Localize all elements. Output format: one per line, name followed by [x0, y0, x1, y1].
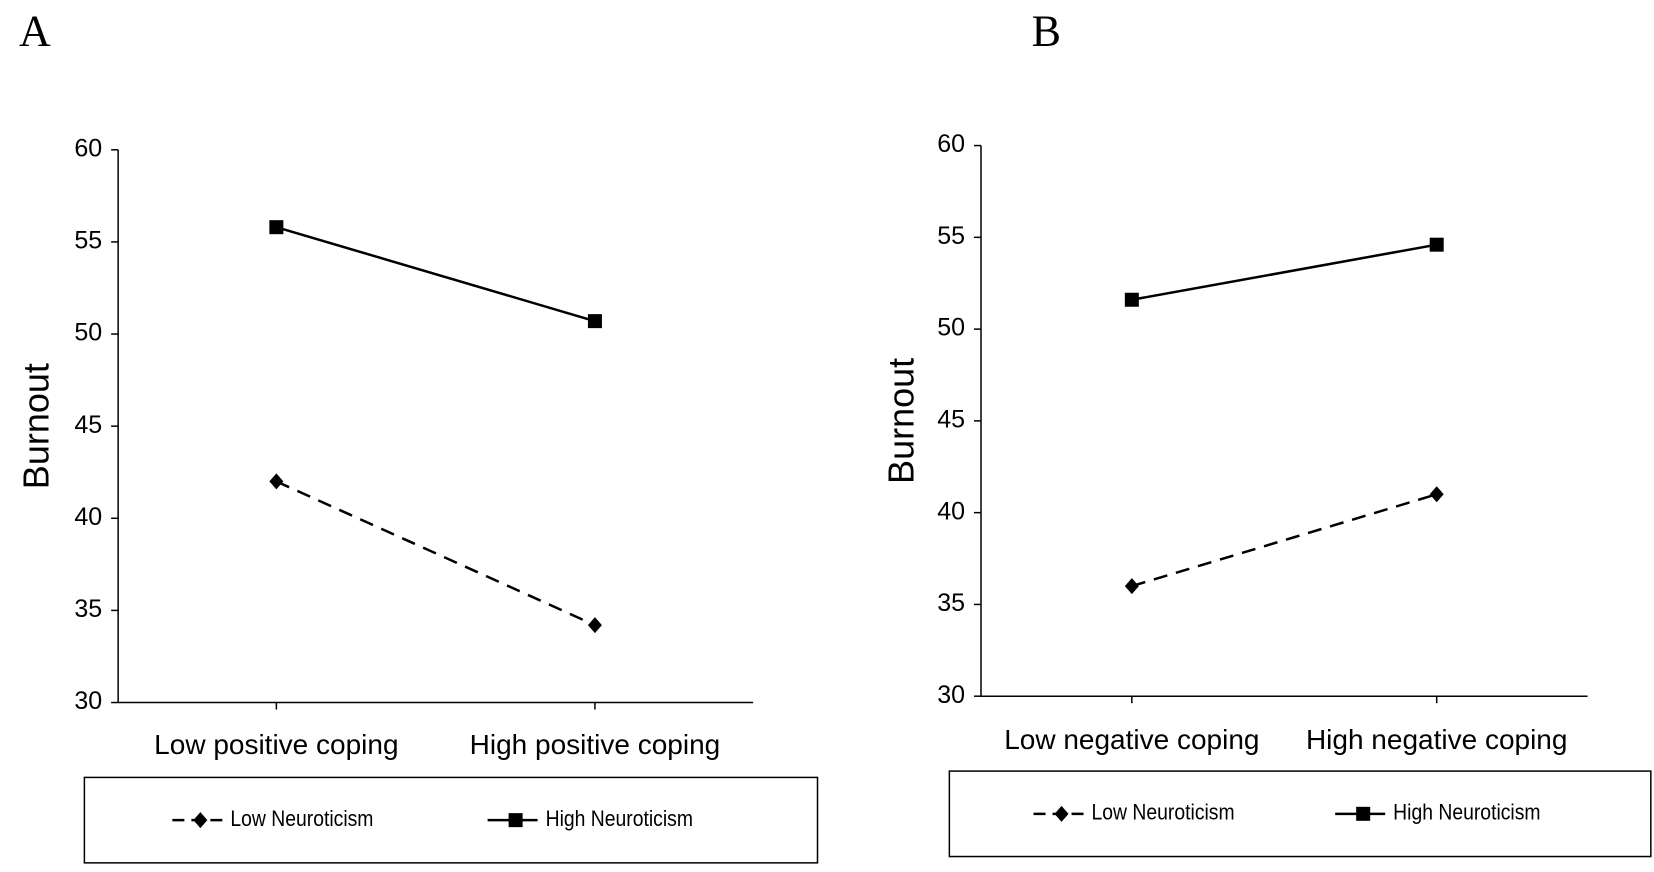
marker-square [1429, 237, 1444, 252]
marker-diamond [1429, 486, 1444, 503]
legend-marker [1054, 805, 1069, 822]
y-tick-label: 45 [937, 405, 965, 433]
legend-label: Low Neuroticism [1092, 801, 1235, 825]
y-axis-label: Burnout [16, 363, 57, 489]
legend-box [83, 776, 819, 864]
y-axis-label: Burnout [881, 358, 922, 484]
x-tick-label: High positive coping [470, 729, 721, 760]
panel-label: B [1032, 7, 1061, 56]
x-tick-label: High negative coping [1306, 724, 1568, 755]
y-tick-label: 30 [74, 687, 102, 715]
legend-marker [193, 812, 208, 829]
y-tick-label: 60 [937, 130, 965, 158]
legend-label: High Neuroticism [1393, 801, 1540, 825]
y-tick-label: 40 [937, 497, 965, 525]
marker-square [269, 220, 284, 235]
legend-marker [1356, 806, 1371, 821]
series-line [276, 225, 596, 323]
marker-diamond [1124, 578, 1139, 595]
y-tick-label: 55 [74, 227, 102, 255]
series-line [1131, 243, 1437, 301]
marker-diamond [269, 473, 284, 490]
marker-diamond [587, 617, 602, 634]
x-tick-label: Low negative coping [1004, 724, 1259, 755]
y-tick-label: 50 [74, 319, 102, 347]
series-line [1131, 493, 1438, 588]
y-tick-label: 40 [74, 503, 102, 531]
x-tick-label: Low positive coping [154, 729, 398, 760]
panel-label: A [19, 7, 51, 56]
legend-label: Low Neuroticism [230, 807, 373, 831]
series-line [275, 480, 596, 627]
y-tick-label: 35 [74, 595, 102, 623]
legend-box [948, 770, 1652, 858]
y-tick-label: 35 [937, 589, 965, 617]
y-tick-label: 50 [937, 314, 965, 342]
y-tick-label: 45 [74, 411, 102, 439]
y-tick-label: 55 [937, 222, 965, 250]
marker-square [1124, 292, 1139, 307]
y-tick-label: 30 [937, 681, 965, 709]
legend-label: High Neuroticism [546, 807, 693, 831]
marker-square [587, 314, 602, 329]
y-tick-label: 60 [74, 134, 102, 162]
legend-marker [508, 813, 523, 828]
